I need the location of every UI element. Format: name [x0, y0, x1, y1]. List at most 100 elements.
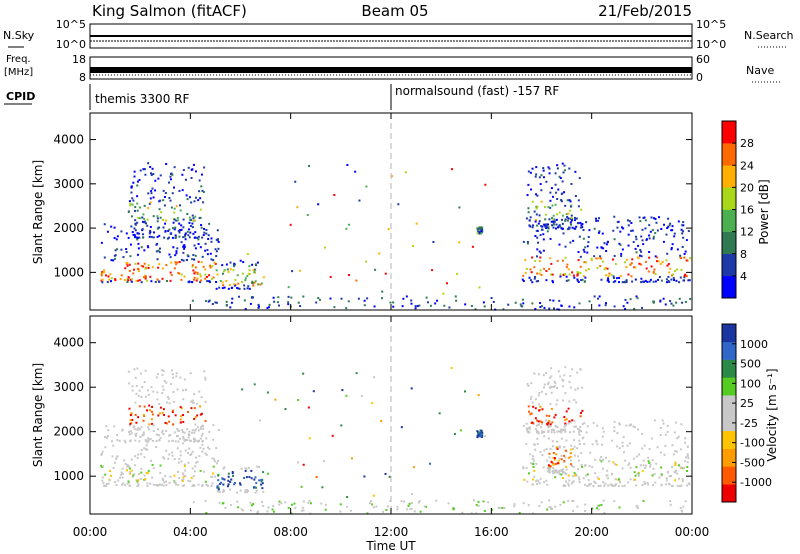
- scatter-cell: [151, 187, 154, 190]
- scatter-cell: [191, 265, 194, 268]
- scatter-cell: [480, 429, 483, 432]
- scatter-cell: [687, 279, 690, 282]
- scatter-cell: [542, 233, 545, 236]
- freq-panel: 18 8 60 0 Freq. [MHz] Nave: [4, 53, 782, 84]
- scatter-cell: [174, 226, 177, 229]
- scatter-cell: [149, 165, 152, 168]
- scatter-cell: [554, 382, 557, 385]
- scatter-cell: [584, 261, 587, 264]
- scatter-cell: [671, 444, 674, 447]
- scatter-cell: [216, 460, 219, 463]
- scatter-cell: [635, 295, 638, 298]
- scatter-cell: [183, 275, 186, 278]
- scatter-cell: [416, 305, 419, 308]
- scatter-cell: [159, 199, 162, 202]
- scatter-cell: [144, 173, 147, 176]
- scatter-cell: [126, 261, 129, 264]
- scatter-cell: [597, 231, 600, 234]
- scatter-cell: [193, 272, 196, 275]
- scatter-cell: [410, 302, 413, 305]
- scatter-cell: [125, 251, 128, 254]
- scatter-cell: [665, 233, 668, 236]
- scatter-cell: [551, 507, 554, 510]
- scatter-cell: [673, 279, 676, 282]
- scatter-cell: [476, 227, 479, 230]
- scatter-cell: [603, 511, 606, 514]
- scatter-cell: [181, 189, 184, 192]
- scatter-cell: [221, 502, 224, 505]
- scatter-cell: [579, 425, 582, 428]
- scatter-cell: [134, 428, 137, 431]
- scatter-cell: [318, 298, 321, 301]
- scatter-cell: [549, 257, 552, 260]
- scatter-cell: [636, 256, 639, 259]
- scatter-cell: [321, 486, 324, 489]
- scatter-cell: [205, 453, 208, 456]
- scatter-cell: [687, 457, 690, 460]
- scatter-cell: [204, 376, 207, 379]
- scatter-cell: [477, 432, 480, 435]
- scatter-cell: [183, 465, 186, 468]
- scatter-cell: [103, 269, 106, 272]
- colorbar-segment: [722, 143, 736, 166]
- scatter-cell: [565, 439, 568, 442]
- scatter-cell: [156, 220, 159, 223]
- scatter-cell: [208, 447, 211, 450]
- scatter-cell: [165, 264, 168, 267]
- scatter-cell: [150, 173, 153, 176]
- scatter-cell: [683, 256, 686, 259]
- scatter-cell: [556, 213, 559, 216]
- scatter-cell: [534, 175, 537, 178]
- scatter-cell: [137, 247, 140, 250]
- scatter-cell: [682, 230, 685, 233]
- scatter-cell: [630, 275, 633, 278]
- scatter-cell: [614, 280, 617, 283]
- scatter-cell: [610, 483, 613, 486]
- scatter-cell: [536, 272, 539, 275]
- colorbar-segment: [722, 466, 736, 485]
- scatter-cell: [568, 199, 571, 202]
- scatter-cell: [189, 231, 192, 234]
- scatter-cell: [556, 430, 559, 433]
- scatter-cell: [475, 503, 478, 506]
- scatter-cell: [556, 167, 559, 170]
- scatter-cell: [596, 443, 599, 446]
- scatter-cell: [418, 304, 421, 307]
- scatter-cell: [204, 249, 207, 252]
- scatter-cell: [164, 222, 167, 225]
- scatter-cell: [566, 228, 569, 231]
- scatter-cell: [479, 228, 482, 231]
- scatter-cell: [191, 299, 194, 302]
- scatter-cell: [152, 424, 155, 427]
- scatter-cell: [211, 457, 214, 460]
- scatter-cell: [550, 391, 553, 394]
- scatter-cell: [544, 205, 547, 208]
- scatter-cell: [558, 446, 561, 449]
- scatter-cell: [162, 408, 165, 411]
- scatter-cell: [570, 452, 573, 455]
- scatter-cell: [204, 480, 207, 483]
- scatter-cell: [308, 499, 311, 502]
- scatter-cell: [192, 232, 195, 235]
- scatter-cell: [188, 236, 191, 239]
- scatter-cell: [679, 448, 682, 451]
- scatter-cell: [534, 307, 537, 310]
- scatter-cell: [143, 478, 146, 481]
- scatter-cell: [171, 451, 174, 454]
- scatter-cell: [535, 462, 538, 465]
- scatter-cell: [564, 422, 567, 425]
- scatter-cell: [634, 278, 637, 281]
- scatter-cell: [681, 480, 684, 483]
- scatter-cell: [593, 480, 596, 483]
- scatter-cell: [536, 419, 539, 422]
- scatter-cell: [548, 456, 551, 459]
- scatter-cell: [402, 297, 405, 300]
- scatter-cell: [547, 426, 550, 429]
- scatter-cell: [346, 164, 349, 167]
- scatter-cell: [522, 467, 525, 470]
- scatter-cell: [628, 424, 631, 427]
- scatter-cell: [618, 478, 621, 481]
- scatter-cell: [554, 203, 557, 206]
- scatter-cell: [535, 218, 538, 221]
- colorbar-segment: [722, 448, 736, 467]
